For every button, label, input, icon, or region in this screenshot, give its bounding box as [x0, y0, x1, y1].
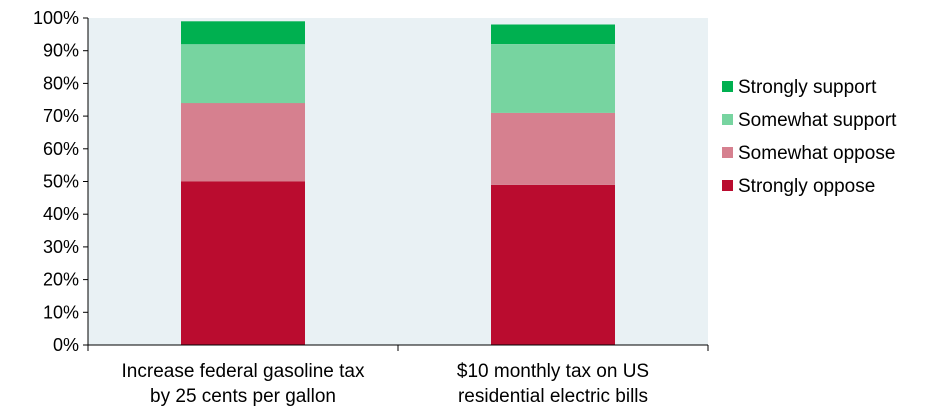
bars-group	[181, 21, 615, 345]
bar-segment-2-strongly-support	[491, 24, 615, 45]
legend-entry: Strongly support	[738, 77, 877, 98]
y-tick-label: 70%	[43, 106, 79, 126]
x-category-label: by 25 cents per gallon	[150, 386, 336, 407]
y-tick-label: 10%	[43, 302, 79, 322]
axes-group	[83, 17, 709, 351]
y-tick-label: 90%	[43, 41, 79, 61]
x-category-label: Increase federal gasoline tax	[122, 361, 365, 382]
bar-segment-1-somewhat-support	[181, 44, 305, 104]
bar-segment-1-somewhat-oppose	[181, 103, 305, 182]
legend-entry: Somewhat oppose	[738, 143, 895, 164]
y-tick-label: 20%	[43, 270, 79, 290]
bar-segment-2-strongly-oppose	[491, 184, 615, 345]
y-tick-label: 80%	[43, 73, 79, 93]
bar-segment-2-somewhat-oppose	[491, 112, 615, 185]
legend-swatch	[722, 147, 733, 158]
legend-entry: Strongly oppose	[738, 176, 875, 197]
bar-segment-1-strongly-support	[181, 21, 305, 45]
legend-swatch	[722, 81, 733, 92]
x-category-label: residential electric bills	[458, 386, 648, 407]
x-category-labels: Increase federal gasoline tax by 25 cents…	[122, 361, 650, 407]
y-tick-label: 100%	[33, 8, 79, 28]
y-tick-label: 30%	[43, 237, 79, 257]
y-tick-label: 0%	[53, 335, 79, 355]
y-tick-label: 40%	[43, 204, 79, 224]
bar-segment-2-somewhat-support	[491, 44, 615, 113]
y-tick-labels: 0% 10% 20% 30% 40% 50% 60% 70% 80% 90% 100%	[33, 8, 79, 355]
legend-entry: Somewhat support	[738, 110, 897, 131]
legend: Strongly support Somewhat support Somewhat…	[722, 77, 897, 197]
legend-swatch	[722, 114, 733, 125]
y-tick-label: 60%	[43, 139, 79, 159]
bar-segment-1-strongly-oppose	[181, 181, 305, 345]
x-category-label: $10 monthly tax on US	[457, 361, 649, 382]
y-tick-label: 50%	[43, 172, 79, 192]
legend-swatch	[722, 180, 733, 191]
